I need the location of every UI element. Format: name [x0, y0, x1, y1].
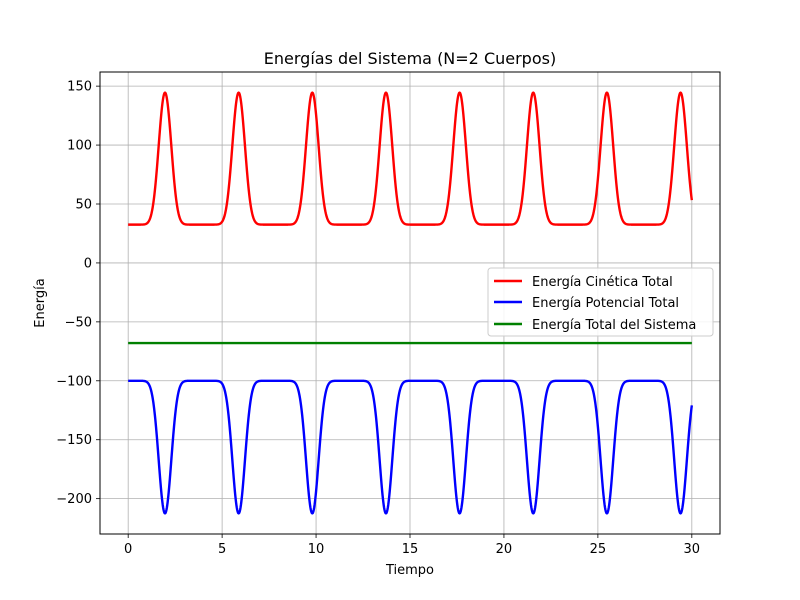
- x-tick-label: 20: [496, 542, 513, 557]
- y-tick-label: 150: [67, 80, 92, 95]
- y-tick-label: −100: [56, 374, 92, 389]
- legend-label-total: Energía Total del Sistema: [532, 318, 696, 333]
- y-tick-label: −50: [65, 315, 92, 330]
- y-tick-label: −150: [56, 433, 92, 448]
- y-tick-label: 50: [75, 198, 92, 213]
- y-tick-label: 100: [67, 139, 92, 154]
- x-axis-label: Tiempo: [385, 563, 434, 578]
- y-axis-label: Energía: [33, 278, 48, 327]
- legend: Energía Cinética Total Energía Potencial…: [487, 267, 714, 337]
- y-tick-label: −200: [56, 492, 92, 507]
- x-tick-label: 25: [590, 542, 607, 557]
- legend-box: [487, 267, 714, 337]
- tick-layer: 0 5 10 15 20 25 30 −200 −150 −100 −50 0 50 100 150: [56, 80, 700, 557]
- potential-energy-line: [127, 379, 694, 515]
- kinetic-energy-line: [127, 91, 694, 226]
- chart-title: Energías del Sistema (N=2 Cuerpos): [264, 49, 556, 68]
- series-layer: [127, 91, 694, 515]
- x-tick-label: 5: [218, 542, 226, 557]
- legend-label-kinetic: Energía Cinética Total: [532, 275, 673, 290]
- legend-label-potential: Energía Potencial Total: [532, 296, 679, 311]
- x-tick-label: 30: [684, 542, 701, 557]
- y-tick-label: 0: [84, 256, 92, 271]
- x-tick-label: 0: [124, 542, 132, 557]
- x-tick-label: 10: [308, 542, 325, 557]
- x-tick-label: 15: [402, 542, 419, 557]
